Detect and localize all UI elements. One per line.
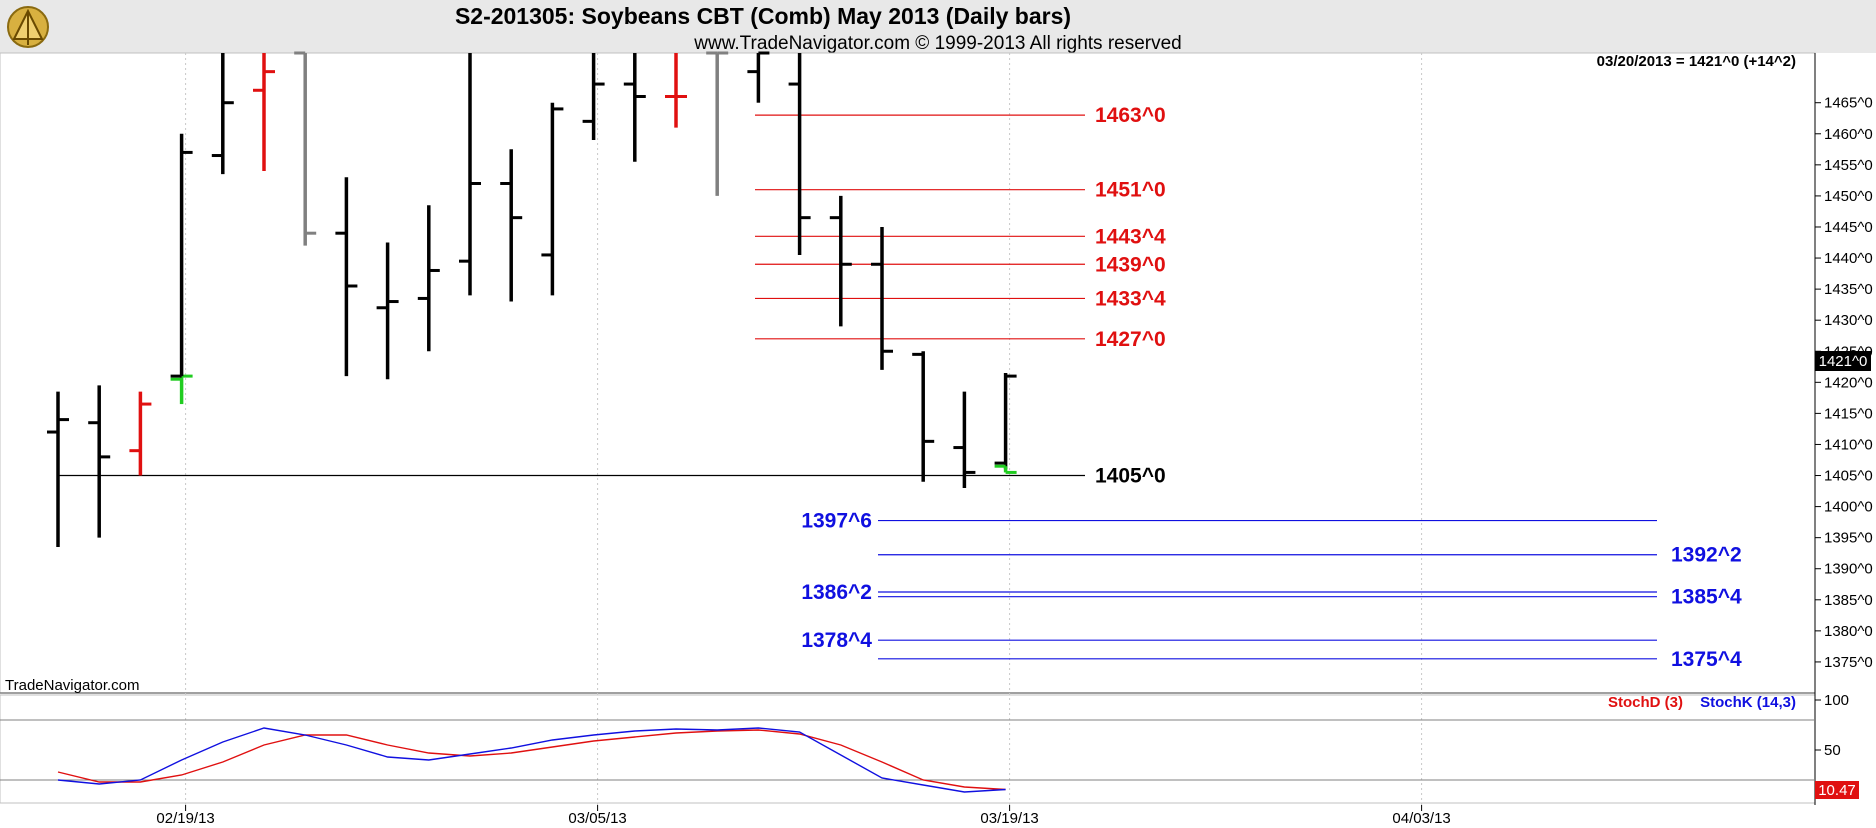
- level-label: 1386^2: [801, 581, 872, 604]
- y-tick-label: 1380^0: [1824, 623, 1873, 640]
- stoch-series-line: [57, 729, 1006, 791]
- ohlc-bars: [47, 51, 1017, 547]
- y-tick-label: 1430^0: [1824, 312, 1873, 329]
- level-label: 1397^6: [801, 510, 872, 533]
- chart-title: S2-201305: Soybeans CBT (Comb) May 2013 …: [455, 3, 1071, 29]
- ohlc-bar: [417, 205, 440, 352]
- ohlc-bar: [129, 391, 152, 476]
- y-tick-label: 1420^0: [1824, 374, 1873, 391]
- y-tick-label: 1385^0: [1824, 592, 1873, 609]
- level-label: 1392^2: [1671, 544, 1742, 567]
- last-price-badge-label: 1421^0: [1819, 353, 1868, 370]
- ohlc-bar: [953, 391, 976, 488]
- trade-navigator-logo-icon: [7, 6, 49, 48]
- ohlc-bar: [459, 53, 481, 296]
- level-label: 1405^0: [1095, 465, 1166, 488]
- y-tick-label: 1395^0: [1824, 530, 1873, 547]
- stoch-value-badge-label: 10.47: [1818, 782, 1856, 799]
- level-label: 1463^0: [1095, 104, 1166, 127]
- ohlc-bar: [747, 51, 770, 103]
- header-band: [0, 0, 1876, 53]
- ohlc-bar: [500, 149, 523, 302]
- level-label: 1451^0: [1095, 179, 1166, 202]
- level-label: 1375^4: [1671, 648, 1742, 671]
- stoch-value-badge: [1815, 781, 1859, 799]
- ohlc-bar: [376, 242, 399, 380]
- y-tick-label: 1410^0: [1824, 436, 1873, 453]
- level-label: 1427^0: [1095, 328, 1166, 351]
- ohlc-bar: [47, 391, 69, 547]
- ohlc-bar: [253, 53, 275, 172]
- stoch-tick-label: 50: [1824, 742, 1841, 759]
- ohlc-bar: [706, 51, 729, 196]
- level-label: 1443^4: [1095, 225, 1166, 248]
- ohlc-bar: [788, 53, 811, 255]
- x-tick-label: 03/19/13: [980, 810, 1038, 827]
- stoch-panel-frame: [0, 694, 1816, 804]
- ohlc-bar: [170, 374, 193, 405]
- ohlc-bar: [541, 102, 564, 296]
- ohlc-bar: [829, 195, 852, 327]
- ohlc-bar: [665, 53, 687, 128]
- y-tick-label: 1440^0: [1824, 250, 1873, 267]
- x-tick-label: 04/03/13: [1392, 810, 1450, 827]
- ohlc-bar: [994, 464, 1017, 474]
- ohlc-bar: [623, 53, 646, 162]
- level-label: 1378^4: [801, 629, 872, 652]
- y-tick-label: 1405^0: [1824, 468, 1873, 485]
- y-tick-label: 1460^0: [1824, 126, 1873, 143]
- price-axis: 1375^0 1380^0 1385^0 1390^0 1395^0 1400^0 1405…: [1815, 95, 1873, 671]
- y-tick-label: 1465^0: [1824, 95, 1873, 112]
- last-price-badge: [1815, 351, 1871, 371]
- ohlc-bar: [170, 133, 193, 378]
- ohlc-bar: [294, 51, 317, 246]
- y-tick-label: 1415^0: [1824, 405, 1873, 422]
- ohlc-bar: [335, 177, 358, 377]
- y-tick-label: 1375^0: [1824, 654, 1873, 671]
- stoch-k-legend: StochK (14,3): [1700, 694, 1796, 711]
- x-tick-label: 02/19/13: [156, 810, 214, 827]
- copyright-line: www.TradeNavigator.com © 1999-2013 All r…: [693, 33, 1181, 54]
- ohlc-bar: [912, 351, 935, 482]
- level-label: 1385^4: [1671, 586, 1742, 609]
- ohlc-bar: [871, 226, 893, 370]
- stoch-d-legend: StochD (3): [1608, 694, 1683, 711]
- stoch-series-line: [57, 727, 1006, 793]
- ohlc-bar: [582, 53, 605, 140]
- y-tick-label: 1390^0: [1824, 561, 1873, 578]
- y-tick-label: 1450^0: [1824, 188, 1873, 205]
- stoch-tick-label: 100: [1824, 692, 1849, 709]
- y-tick-label: 1400^0: [1824, 499, 1873, 516]
- y-tick-label: 1455^0: [1824, 157, 1873, 174]
- ohlc-bar: [88, 385, 111, 538]
- ohlc-bar: [211, 53, 234, 175]
- support-resistance-levels: 1463^0 1451^0 1443^4 1439^0 1433^4 1427^0 1405…: [58, 104, 1742, 671]
- price-readout: 03/20/2013 = 1421^0 (+14^2): [1597, 53, 1796, 70]
- date-axis: 02/19/13 03/05/13 03/19/13 04/03/13: [156, 805, 1451, 827]
- watermark: TradeNavigator.com: [5, 677, 140, 694]
- grid: [185, 53, 1423, 805]
- level-label: 1433^4: [1095, 287, 1166, 310]
- y-tick-label: 1445^0: [1824, 219, 1873, 236]
- stochastic-panel: 50 100: [0, 692, 1849, 793]
- level-label: 1439^0: [1095, 253, 1166, 276]
- x-tick-label: 03/05/13: [568, 810, 626, 827]
- ohlc-bar: [994, 373, 1017, 470]
- y-tick-label: 1435^0: [1824, 281, 1873, 298]
